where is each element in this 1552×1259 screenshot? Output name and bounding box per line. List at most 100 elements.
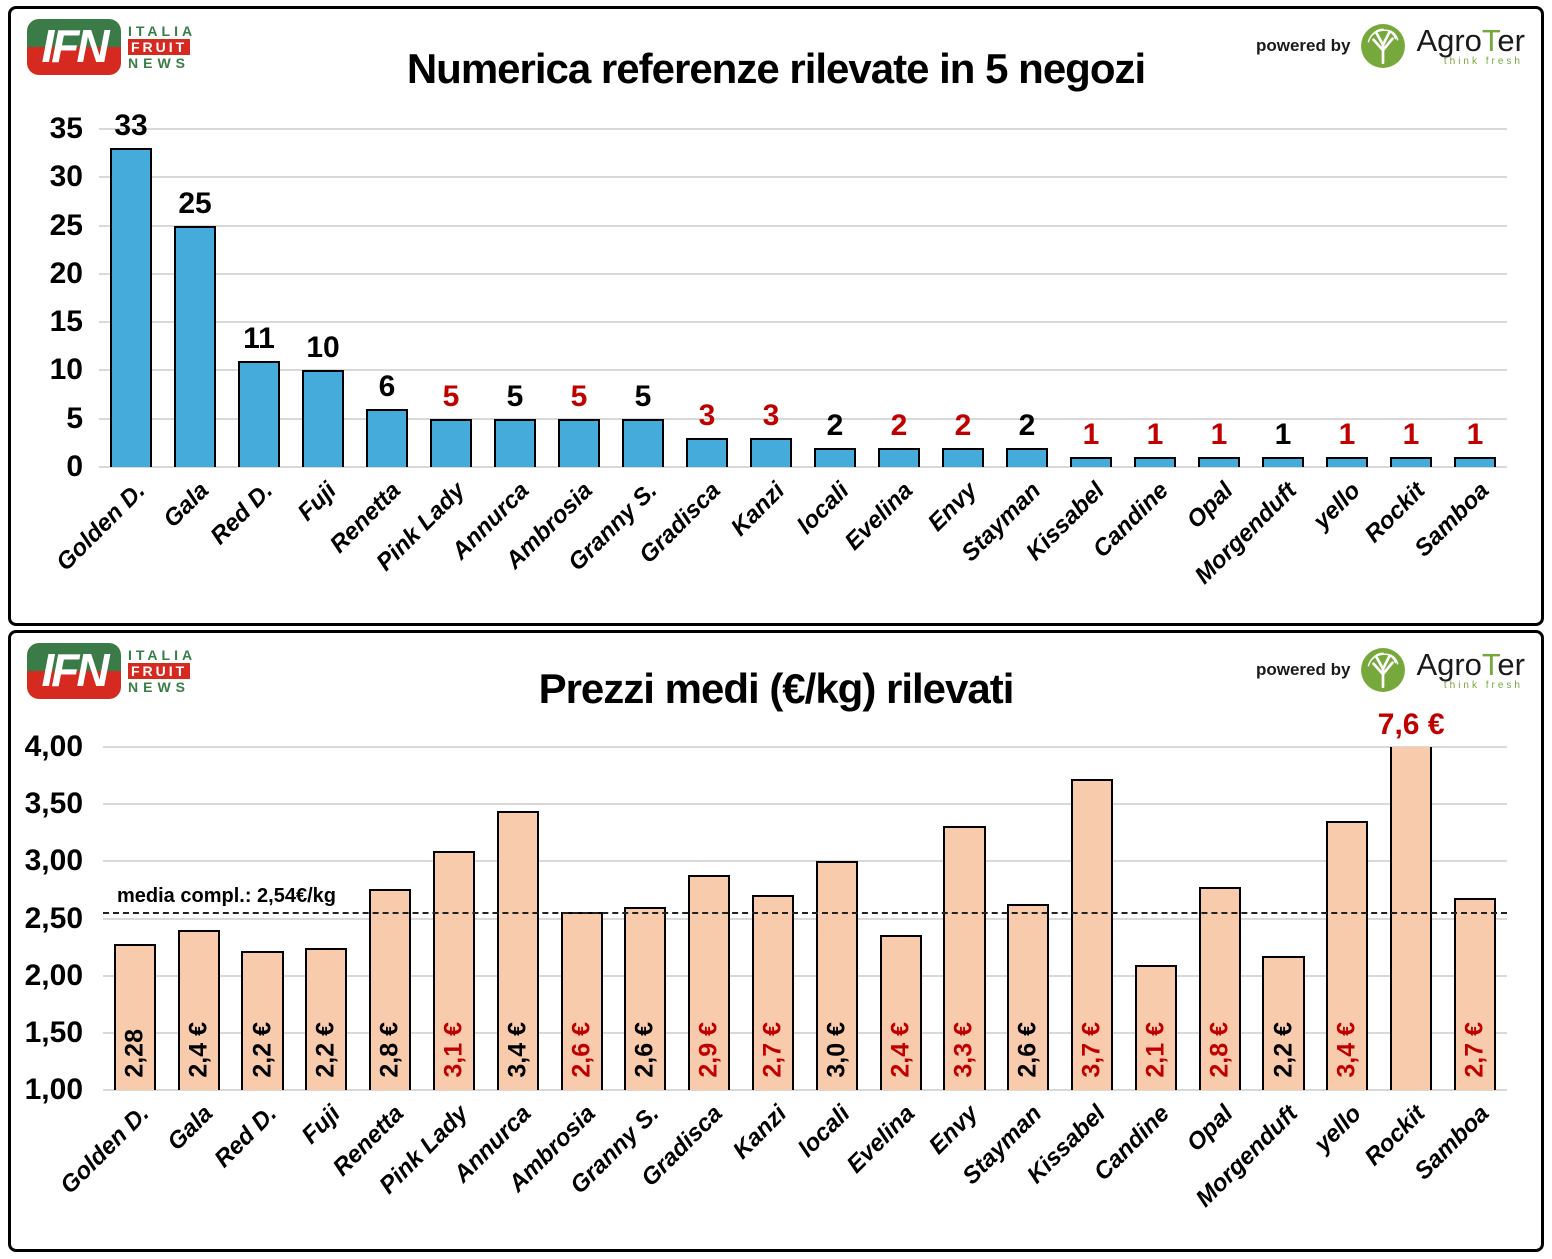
bar-slot-samboa: 1 <box>1443 129 1507 467</box>
counts-category-axis: Golden D. Gala Red D. Fuji Renetta Pink Lady A… <box>51 467 1507 623</box>
y-axis-tick-label: 3,00 <box>24 844 83 878</box>
bar-slot-annurca: 5 <box>483 129 547 467</box>
bar-slot-gradisca: 3 <box>675 129 739 467</box>
bar-value-label-granny-s: 5 <box>634 379 652 413</box>
agroter-tagline: think fresh <box>1443 56 1523 67</box>
category-label-golden-d: Golden D. <box>54 1100 154 1200</box>
bar-value-label-ambrosia: 2,6 € <box>567 1022 596 1078</box>
prices-y-axis: 1,00 1,50 2,00 2,50 3,00 3,50 4,00 <box>11 732 91 1105</box>
bar-kissabel <box>1071 779 1114 1090</box>
ifn-logo: IFN ITALIA FRUIT NEWS <box>27 643 196 699</box>
ifn-logo-wordmark: ITALIA FRUIT NEWS <box>128 23 196 71</box>
bar-value-label-fuji: 10 <box>306 331 340 365</box>
bar-value-label-kissabel: 1 <box>1082 418 1100 452</box>
bar-yello <box>1326 821 1369 1090</box>
y-axis-tick-label: 5 <box>66 401 83 435</box>
category-slot-morgenduft: Morgenduft <box>1190 1090 1316 1249</box>
bar-slot-kissabel: 3,7 € <box>1060 747 1124 1090</box>
bar-slot-gala: 25 <box>163 129 227 467</box>
bar-kanzi <box>751 894 795 1090</box>
ifn-monogram: IFN <box>41 20 109 72</box>
gridline <box>103 746 1507 748</box>
bar-slot-opal: 1 <box>1187 129 1251 467</box>
bar-slot-kanzi: 2,7 € <box>741 747 805 1090</box>
bar-yello <box>1325 457 1369 467</box>
bar-slot-fuji: 2,2 € <box>294 747 358 1090</box>
average-reference-label: media compl.: 2,54€/kg <box>117 884 336 907</box>
prices-chart-title: Prezzi medi (€/kg) rilevati <box>538 665 1015 712</box>
bar-value-label-gradisca: 3 <box>698 399 716 433</box>
bar-locali <box>815 861 858 1090</box>
category-label-fuji: Fuji <box>296 1100 346 1150</box>
bar-value-label-evelina: 2,4 € <box>886 1022 915 1078</box>
bar-value-label-candine: 2,1 € <box>1141 1022 1170 1078</box>
bar-value-label-stayman: 2 <box>1018 408 1036 442</box>
bar-red-d <box>237 360 281 467</box>
bar-value-label-red-d: 2,2 € <box>248 1022 277 1078</box>
bar-opal <box>1198 886 1241 1090</box>
counts-y-axis: 0 5 10 15 20 25 30 35 <box>11 114 91 482</box>
gridline <box>103 860 1507 863</box>
category-slot-yello: yello <box>1309 1090 1379 1249</box>
gridline <box>99 128 1507 130</box>
y-axis-tick-label: 2,50 <box>24 901 83 935</box>
category-slot-evelina: Evelina <box>841 1090 933 1249</box>
powered-by-label: powered by <box>1255 36 1351 55</box>
bar-locali <box>813 447 857 467</box>
agroter-tree-icon <box>1361 648 1406 692</box>
counts-plot-area: 33 25 11 10 6 5 5 5 5 3 3 2 2 2 2 1 1 1 1 1 1 1 <box>99 111 1507 468</box>
bar-annurca <box>493 418 537 467</box>
gridline <box>103 1089 1507 1091</box>
bar-value-label-rockit: 1 <box>1402 418 1420 452</box>
bar-slot-envy: 3,3 € <box>933 747 997 1090</box>
bar-slot-locali: 3,0 € <box>805 747 869 1090</box>
category-slot-golden-d: Golden D. <box>51 467 163 623</box>
ifn-logo-badge: IFN <box>27 643 121 699</box>
agroter-tagline: think fresh <box>1443 680 1523 691</box>
ifn-news-text: NEWS <box>128 55 190 72</box>
category-label-yello: yello <box>1308 1100 1367 1158</box>
bar-slot-granny-s: 2,6 € <box>614 747 678 1090</box>
bar-morgenduft <box>1261 457 1305 467</box>
y-axis-tick-label: 30 <box>49 160 83 194</box>
ifn-logo-wordmark: ITALIA FRUIT NEWS <box>128 647 196 695</box>
bar-value-label-fuji: 2,2 € <box>311 1022 340 1078</box>
bar-value-label-renetta: 2,8 € <box>375 1022 404 1078</box>
bar-granny-s <box>624 907 667 1090</box>
bar-value-label-red-d: 11 <box>243 321 275 355</box>
ifn-italia-text: ITALIA <box>128 22 197 39</box>
bar-value-label-candine: 1 <box>1146 418 1164 452</box>
bar-stayman <box>1007 903 1050 1090</box>
ifn-fruit-text: FRUIT <box>128 662 191 680</box>
bar-slot-opal: 2,8 € <box>1188 747 1252 1090</box>
bar-slot-yello: 1 <box>1315 129 1379 467</box>
bar-slot-candine: 2,1 € <box>1124 747 1188 1090</box>
bar-slot-kanzi: 3 <box>739 129 803 467</box>
bar-value-label-morgenduft: 2,2 € <box>1269 1022 1298 1078</box>
bar-candine <box>1134 965 1177 1090</box>
panel-counts-chart: IFN ITALIA FRUIT NEWS powered by AgroTer… <box>8 6 1544 626</box>
powered-by-agroter: powered by AgroTer think fresh <box>1256 23 1525 69</box>
bar-slot-annurca: 3,4 € <box>486 747 550 1090</box>
bar-golden-d <box>113 943 156 1090</box>
bar-value-label-ambrosia: 5 <box>570 379 588 413</box>
bar-slot-gradisca: 2,9 € <box>677 747 741 1090</box>
bar-value-label-locali: 2 <box>826 408 844 442</box>
y-axis-tick-label: 20 <box>49 256 83 290</box>
bar-value-label-opal: 2,8 € <box>1205 1022 1234 1078</box>
bar-value-label-kanzi: 2,7 € <box>758 1022 787 1078</box>
gridline <box>99 369 1507 372</box>
bar-slot-samboa: 2,7 € <box>1443 747 1507 1090</box>
counts-chart-title: Numerica referenze rilevate in 5 negozi <box>406 45 1146 92</box>
y-axis-tick-label: 4,00 <box>24 730 83 763</box>
bar-slot-evelina: 2 <box>867 129 931 467</box>
bar-gradisca <box>688 875 731 1090</box>
bar-value-label-envy: 2 <box>954 408 972 442</box>
bar-red-d <box>241 950 284 1090</box>
bar-slot-kissabel: 1 <box>1059 129 1123 467</box>
bar-pink-lady <box>432 851 476 1090</box>
bar-evelina <box>879 934 922 1090</box>
bar-value-label-granny-s: 2,6 € <box>630 1022 659 1078</box>
category-label-gala: Gala <box>158 477 215 533</box>
bar-value-label-samboa: 1 <box>1466 418 1484 452</box>
